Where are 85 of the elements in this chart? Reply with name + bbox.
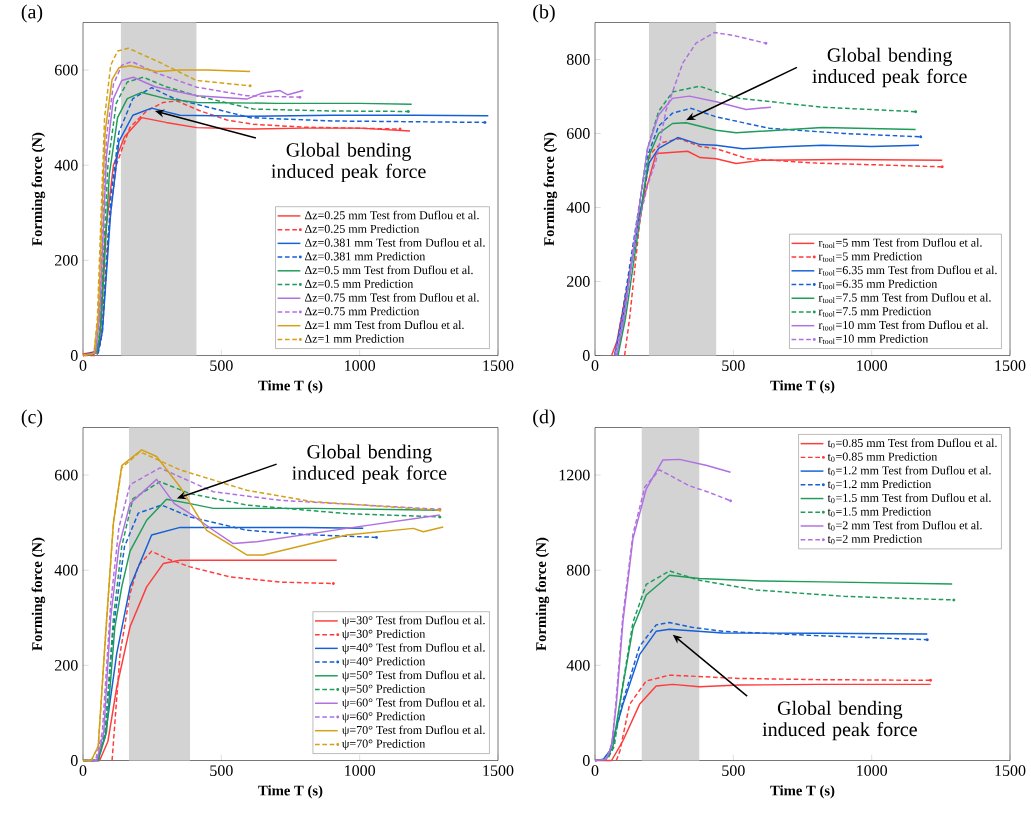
legend-label: ψ=70° Prediction xyxy=(342,739,426,751)
legend-label: t$_{0}$=2 mm Prediction xyxy=(827,534,923,545)
y-tick-label: 400 xyxy=(54,565,78,576)
x-tick-label: 1500 xyxy=(995,765,1026,777)
legend-label: t$_{0}$=2 mm Test from Duflou et al. xyxy=(827,521,982,531)
legend-label: r$_{tool}$=6.35 mm Prediction xyxy=(818,279,938,290)
legend-label: Δz=1 mm Test from Duflou et al. xyxy=(304,320,464,330)
annotation: Global bending induced peak force xyxy=(271,142,426,183)
legend-label: ψ=60° Test from Duflou et al. xyxy=(342,698,485,710)
y-tick-label: 600 xyxy=(54,469,78,481)
y-tick-label: 0 xyxy=(70,350,78,362)
y-tick-label: 800 xyxy=(566,565,590,576)
legend-label: r$_{tool}$=10 mm Test from Duflou et al. xyxy=(818,320,988,331)
chart-title: (c) xyxy=(21,409,43,428)
legend-label: Δz=1 mm Prediction xyxy=(304,334,405,343)
x-tick-label: 0 xyxy=(79,360,87,372)
legend-label: r$_{tool}$=7.5 mm Prediction xyxy=(818,307,932,317)
legend-label: ψ=60° Prediction xyxy=(342,712,426,723)
annotation: Global bending induced peak force xyxy=(292,444,447,485)
legend-label: r$_{tool}$=7.5 mm Test from Duflou et al. xyxy=(818,293,991,304)
x-tick-label: 1500 xyxy=(483,765,514,777)
legend-label: r$_{tool}$=10 mm Prediction xyxy=(818,334,929,345)
y-tick-label: 1200 xyxy=(559,469,590,481)
y-tick-label: 400 xyxy=(566,202,590,214)
x-tick-label: 1000 xyxy=(857,360,888,372)
x-axis-title: Time T (s) xyxy=(770,380,835,394)
legend-label: ψ=30° Prediction xyxy=(342,629,426,641)
legend-label: t$_{0}$=1.2 mm Prediction xyxy=(827,479,932,490)
y-tick-label: 400 xyxy=(54,160,78,171)
chart-title: (a) xyxy=(21,4,43,23)
legend-label: Δz=0.5 mm Prediction xyxy=(304,279,414,289)
x-tick-label: 0 xyxy=(79,765,87,777)
annotation: Global bending induced peak force xyxy=(762,701,917,741)
y-axis-title: Forming force (N) xyxy=(535,538,550,651)
legend-label: Δz=0.5 mm Test from Duflou et al. xyxy=(304,265,473,275)
legend-label: ψ=30° Test from Duflou et al. xyxy=(342,615,485,627)
legend-label: t$_{0}$=1.2 mm Test from Duflou et al. xyxy=(827,466,991,476)
y-tick-label: 400 xyxy=(566,660,590,671)
chart-title: (b) xyxy=(533,4,555,23)
x-tick-label: 1500 xyxy=(483,360,514,372)
legend-label: ψ=40° Prediction xyxy=(342,657,426,669)
y-tick-label: 800 xyxy=(566,54,590,66)
y-tick-label: 200 xyxy=(55,660,78,671)
legend-label: ψ=40° Test from Duflou et al. xyxy=(342,643,485,655)
legend-label: Δz=0.75 mm Test from Duflou et al. xyxy=(304,293,479,302)
x-tick-label: 1500 xyxy=(995,360,1026,372)
y-tick-label: 0 xyxy=(582,755,590,767)
legend-label: ψ=70° Test from Duflou et al. xyxy=(342,725,485,737)
x-tick-label: 500 xyxy=(722,765,745,777)
x-tick-label: 1000 xyxy=(857,765,888,777)
y-tick-label: 0 xyxy=(70,755,78,767)
x-axis-title: Time T (s) xyxy=(258,785,323,799)
y-axis-title: Forming force (N) xyxy=(543,133,558,246)
y-axis-title: Forming force (N) xyxy=(31,538,46,651)
legend-label: ψ=50° Prediction xyxy=(342,684,426,696)
y-tick-label: 600 xyxy=(566,128,590,140)
chart-title: (d) xyxy=(533,409,555,428)
legend-label: r$_{tool}$=5 mm Prediction xyxy=(818,252,923,262)
y-tick-label: 0 xyxy=(582,350,590,362)
x-axis-title: Time T (s) xyxy=(258,380,323,394)
x-tick-label: 1000 xyxy=(345,360,376,372)
x-tick-label: 0 xyxy=(591,765,599,777)
legend-label: Δz=0.25 mm Prediction xyxy=(304,224,420,234)
legend-label: Δz=0.75 mm Prediction xyxy=(304,307,420,316)
x-tick-label: 500 xyxy=(210,765,233,777)
annotation: Global bending induced peak force xyxy=(812,47,967,88)
y-tick-label: 200 xyxy=(55,255,78,266)
legend-label: t$_{0}$=1.5 mm Prediction xyxy=(827,507,932,518)
legend-label: t$_{0}$=0.85 mm Test from Duflou et al. xyxy=(827,438,997,449)
legend-label: Δz=0.381 mm Test from Duflou et al. xyxy=(304,238,485,248)
legend-label: Δz=0.381 mm Prediction xyxy=(304,252,426,261)
x-tick-label: 0 xyxy=(591,360,599,372)
x-axis-title: Time T (s) xyxy=(770,785,835,799)
y-tick-label: 200 xyxy=(567,276,590,288)
legend-label: ψ=50° Test from Duflou et al. xyxy=(342,670,485,682)
legend-label: Δz=0.25 mm Test from Duflou et al. xyxy=(304,210,479,220)
legend-label: r$_{tool}$=5 mm Test from Duflou et al. xyxy=(818,238,982,249)
legend-label: r$_{tool}$=6.35 mm Test from Duflou et al. xyxy=(818,265,997,276)
x-tick-label: 1000 xyxy=(345,765,376,777)
legend-label: t$_{0}$=0.85 mm Prediction xyxy=(827,452,938,463)
legend-label: t$_{0}$=1.5 mm Test from Duflou et al. xyxy=(827,493,991,504)
y-axis-title: Forming force (N) xyxy=(31,133,46,246)
y-tick-label: 600 xyxy=(54,64,78,76)
x-tick-label: 500 xyxy=(210,360,233,372)
x-tick-label: 500 xyxy=(722,360,745,372)
